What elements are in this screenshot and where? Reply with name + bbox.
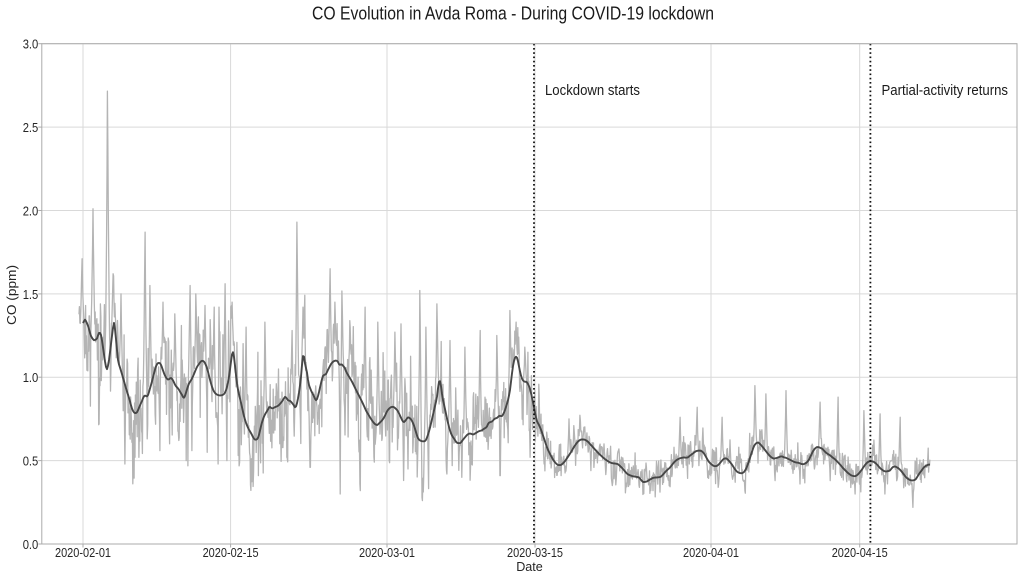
- svg-text:2020-02-01: 2020-02-01: [55, 546, 111, 560]
- svg-text:2020-02-15: 2020-02-15: [203, 546, 259, 560]
- svg-text:2020-03-15: 2020-03-15: [507, 546, 563, 560]
- svg-text:Lockdown starts: Lockdown starts: [545, 82, 640, 99]
- svg-text:1.0: 1.0: [23, 371, 39, 385]
- svg-text:Partial-activity returns: Partial-activity returns: [882, 82, 1009, 99]
- svg-text:Date: Date: [516, 560, 543, 574]
- svg-text:2.0: 2.0: [23, 204, 39, 218]
- svg-text:2020-03-01: 2020-03-01: [359, 546, 415, 560]
- svg-text:CO Evolution in Avda Roma - Du: CO Evolution in Avda Roma - During COVID…: [312, 3, 714, 23]
- svg-text:0.5: 0.5: [23, 455, 39, 469]
- svg-text:2020-04-01: 2020-04-01: [683, 546, 739, 560]
- svg-text:2.5: 2.5: [23, 121, 39, 135]
- svg-text:0.0: 0.0: [23, 538, 39, 552]
- svg-text:1.5: 1.5: [23, 288, 39, 302]
- svg-text:2020-04-15: 2020-04-15: [832, 546, 888, 560]
- svg-text:CO (ppm): CO (ppm): [5, 265, 19, 325]
- svg-text:3.0: 3.0: [23, 38, 39, 52]
